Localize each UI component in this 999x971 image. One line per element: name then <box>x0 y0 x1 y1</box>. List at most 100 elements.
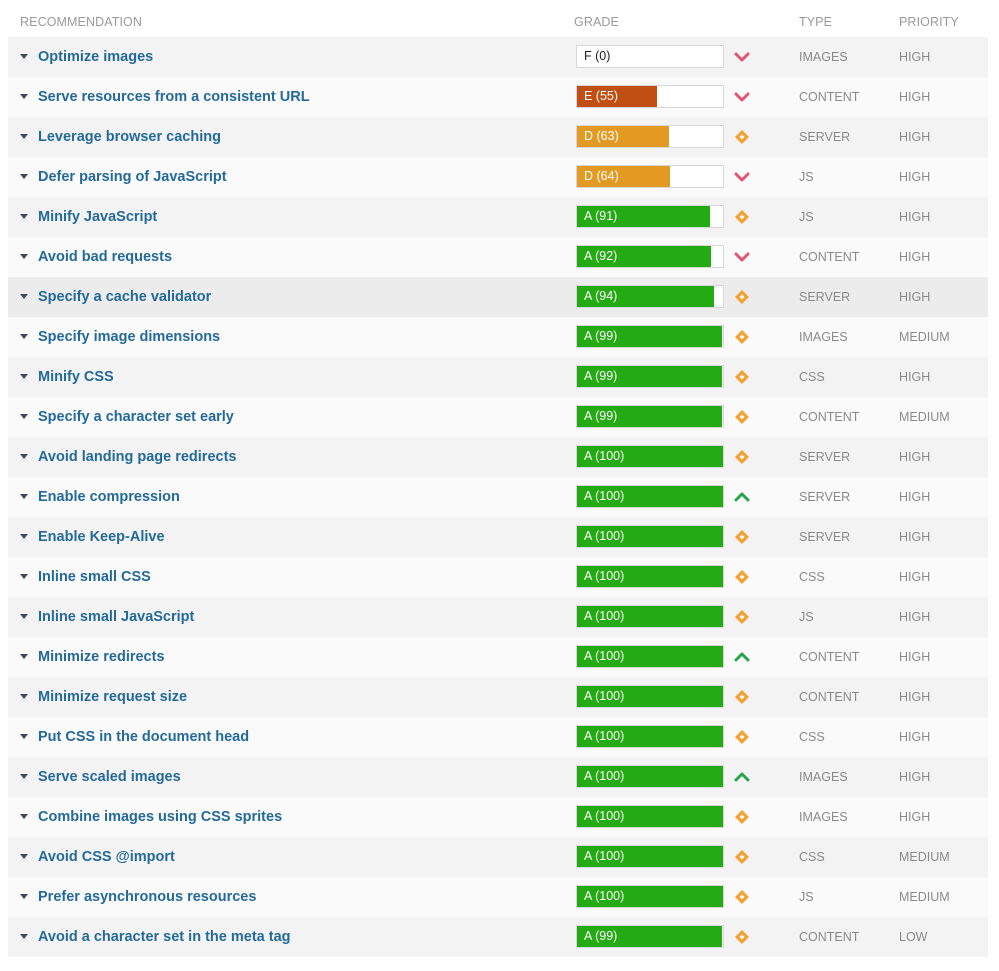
table-row[interactable]: Inline small JavaScript A (100) JS HIGH <box>8 597 988 637</box>
caret-down-icon[interactable] <box>20 254 28 259</box>
caret-down-icon[interactable] <box>20 494 28 499</box>
caret-down-icon[interactable] <box>20 734 28 739</box>
table-row[interactable]: Enable Keep-Alive A (100) SERVER HIGH <box>8 517 988 557</box>
caret-down-icon[interactable] <box>20 694 28 699</box>
recommendation-label[interactable]: Defer parsing of JavaScript <box>38 169 227 185</box>
recommendation-label[interactable]: Avoid a character set in the meta tag <box>38 929 291 945</box>
recommendations-table: RECOMMENDATION GRADE TYPE PRIORITY Optim… <box>8 0 988 957</box>
grade-label: D (63) <box>584 129 619 143</box>
caret-down-icon[interactable] <box>20 134 28 139</box>
chevron-up-icon <box>734 769 750 785</box>
table-row[interactable]: Avoid a character set in the meta tag A (… <box>8 917 988 957</box>
table-row[interactable]: Serve scaled images A (100) IMAGES HIGH <box>8 757 988 797</box>
recommendation-label[interactable]: Serve scaled images <box>38 769 181 785</box>
table-row[interactable]: Specify a character set early A (99) CONTE… <box>8 397 988 437</box>
grade-label: A (99) <box>584 409 618 423</box>
grade-label: A (100) <box>584 489 625 503</box>
recommendation-label[interactable]: Inline small JavaScript <box>38 609 195 625</box>
recommendation-label[interactable]: Optimize images <box>38 49 154 65</box>
recommendation-label[interactable]: Put CSS in the document head <box>38 729 250 745</box>
grade-label: A (100) <box>584 889 625 903</box>
grade-bar: D (64) <box>576 165 724 188</box>
recommendation-label[interactable]: Combine images using CSS sprites <box>38 809 283 825</box>
priority-label: HIGH <box>899 210 931 224</box>
grade-label: A (99) <box>584 929 618 943</box>
caret-down-icon[interactable] <box>20 54 28 59</box>
diamond-icon <box>734 809 750 825</box>
caret-down-icon[interactable] <box>20 414 28 419</box>
table-row[interactable]: Avoid CSS @import A (100) CSS MEDIUM <box>8 837 988 877</box>
table-row[interactable]: Enable compression A (100) SERVER HIGH <box>8 477 988 517</box>
table-row[interactable]: Defer parsing of JavaScript D (64) JS HIGH <box>8 157 988 197</box>
recommendation-label[interactable]: Enable Keep-Alive <box>38 529 165 545</box>
caret-down-icon[interactable] <box>20 934 28 939</box>
table-row[interactable]: Optimize images F (0) IMAGES HIGH <box>8 37 988 77</box>
table-row[interactable]: Combine images using CSS sprites A (100) I… <box>8 797 988 837</box>
caret-down-icon[interactable] <box>20 334 28 339</box>
table-row[interactable]: Minimize request size A (100) CONTENT HIGH <box>8 677 988 717</box>
recommendation-label[interactable]: Avoid bad requests <box>38 249 173 265</box>
grade-bar: A (100) <box>576 845 724 868</box>
table-row[interactable]: Minify JavaScript A (91) JS HIGH <box>8 197 988 237</box>
caret-down-icon[interactable] <box>20 774 28 779</box>
recommendation-label[interactable]: Prefer asynchronous resources <box>38 889 257 905</box>
table-row[interactable]: Prefer asynchronous resources A (100) JS ME… <box>8 877 988 917</box>
grade-label: F (0) <box>584 49 611 63</box>
recommendation-label[interactable]: Leverage browser caching <box>38 129 221 145</box>
caret-down-icon[interactable] <box>20 214 28 219</box>
column-header-recommendation[interactable]: RECOMMENDATION <box>20 15 142 29</box>
column-header-grade[interactable]: GRADE <box>574 15 619 29</box>
caret-down-icon[interactable] <box>20 534 28 539</box>
table-row[interactable]: Minify CSS A (99) CSS HIGH <box>8 357 988 397</box>
caret-down-icon[interactable] <box>20 654 28 659</box>
table-row[interactable]: Leverage browser caching D (63) SERVER HIGH <box>8 117 988 157</box>
recommendation-label[interactable]: Serve resources from a consistent URL <box>38 89 310 105</box>
grade-bar: A (100) <box>576 765 724 788</box>
grade-bar-fill <box>577 606 723 627</box>
type-label: CONTENT <box>799 90 860 104</box>
recommendation-label[interactable]: Avoid CSS @import <box>38 849 175 865</box>
priority-label: HIGH <box>899 690 931 704</box>
grade-bar: D (63) <box>576 125 724 148</box>
table-row[interactable]: Specify image dimensions A (99) IMAGES MEDI… <box>8 317 988 357</box>
recommendation-label[interactable]: Specify a character set early <box>38 409 234 425</box>
grade-bar: F (0) <box>576 45 724 68</box>
recommendation-label[interactable]: Avoid landing page redirects <box>38 449 237 465</box>
table-row[interactable]: Avoid landing page redirects A (100) SERVE… <box>8 437 988 477</box>
caret-down-icon[interactable] <box>20 854 28 859</box>
table-row[interactable]: Serve resources from a consistent URL E (… <box>8 77 988 117</box>
recommendation-label[interactable]: Minify JavaScript <box>38 209 158 225</box>
caret-down-icon[interactable] <box>20 574 28 579</box>
recommendation-label[interactable]: Enable compression <box>38 489 180 505</box>
recommendation-label[interactable]: Inline small CSS <box>38 569 151 585</box>
caret-down-icon[interactable] <box>20 454 28 459</box>
recommendation-label[interactable]: Minify CSS <box>38 369 114 385</box>
caret-down-icon[interactable] <box>20 174 28 179</box>
caret-down-icon[interactable] <box>20 374 28 379</box>
type-label: IMAGES <box>799 810 848 824</box>
grade-bar: E (55) <box>576 85 724 108</box>
column-header-priority[interactable]: PRIORITY <box>899 15 959 29</box>
recommendation-label[interactable]: Minimize redirects <box>38 649 165 665</box>
recommendation-label[interactable]: Specify a cache validator <box>38 289 212 305</box>
grade-label: A (99) <box>584 369 618 383</box>
type-label: CONTENT <box>799 650 860 664</box>
caret-down-icon[interactable] <box>20 814 28 819</box>
caret-down-icon[interactable] <box>20 94 28 99</box>
grade-bar-fill <box>577 406 722 427</box>
column-header-type[interactable]: TYPE <box>799 15 833 29</box>
caret-down-icon[interactable] <box>20 614 28 619</box>
grade-label: A (100) <box>584 689 625 703</box>
caret-down-icon[interactable] <box>20 294 28 299</box>
diamond-icon <box>734 329 750 345</box>
table-row[interactable]: Put CSS in the document head A (100) CSS HI… <box>8 717 988 757</box>
recommendation-label[interactable]: Minimize request size <box>38 689 188 705</box>
caret-down-icon[interactable] <box>20 894 28 899</box>
table-row[interactable]: Inline small CSS A (100) CSS HIGH <box>8 557 988 597</box>
table-row[interactable]: Minimize redirects A (100) CONTENT HIGH <box>8 637 988 677</box>
grade-label: D (64) <box>584 169 619 183</box>
table-row[interactable]: Avoid bad requests A (92) CONTENT HIGH <box>8 237 988 277</box>
recommendation-label[interactable]: Specify image dimensions <box>38 329 221 345</box>
chevron-up-icon <box>734 489 750 505</box>
table-row[interactable]: Specify a cache validator A (94) SERVER HIG… <box>8 277 988 317</box>
